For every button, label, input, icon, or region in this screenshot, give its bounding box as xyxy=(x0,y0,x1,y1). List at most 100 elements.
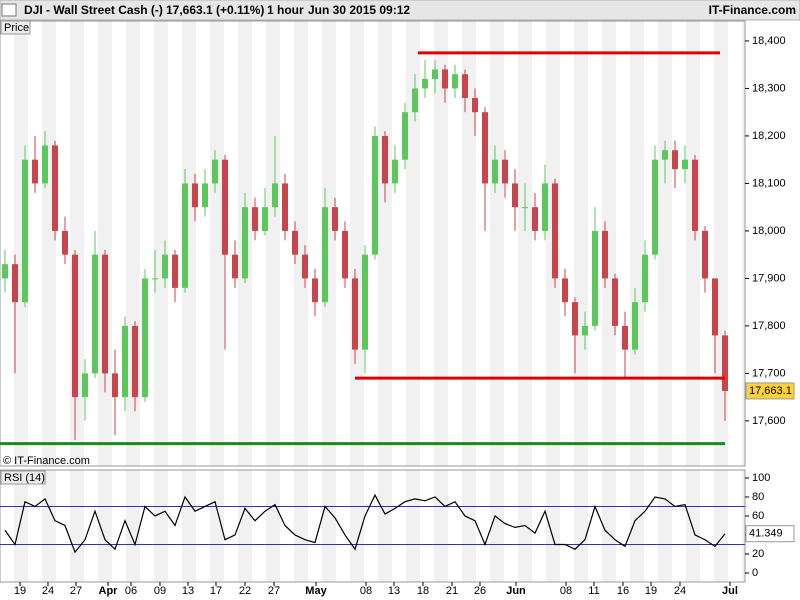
candle-body xyxy=(242,207,248,279)
candle-body xyxy=(152,278,158,280)
candle-body xyxy=(722,335,728,391)
candle-body xyxy=(712,278,718,336)
candle-body xyxy=(232,254,238,279)
candle-body xyxy=(262,207,268,231)
candle-body xyxy=(632,302,638,350)
candle-body xyxy=(2,264,8,279)
x-tick-label: 16 xyxy=(617,585,629,597)
candle-body xyxy=(642,254,648,303)
quote: 17,663.1 (+0.11%) xyxy=(166,3,264,17)
candle-body xyxy=(312,278,318,303)
candle-body xyxy=(392,159,398,184)
candle-body xyxy=(252,207,258,231)
y-tick-label: 80 xyxy=(752,491,764,503)
x-tick-label: 24 xyxy=(674,585,686,597)
candle-body xyxy=(492,159,498,184)
candle-body xyxy=(102,254,108,374)
candle-body xyxy=(602,230,608,279)
x-tick-label: 26 xyxy=(474,585,486,597)
rsi-line xyxy=(4,493,726,554)
x-tick-label: Jul xyxy=(722,585,738,597)
watermark: © IT-Finance.com xyxy=(3,455,90,467)
candle-body xyxy=(552,183,558,279)
x-tick-label: 13 xyxy=(182,585,194,597)
candle-body xyxy=(422,78,428,89)
x-tick-label: 17 xyxy=(210,585,222,597)
candle-body xyxy=(12,264,18,303)
candle-body xyxy=(352,278,358,350)
interval: 1 hour xyxy=(267,3,304,17)
candle-body xyxy=(572,302,578,336)
candle-body xyxy=(212,159,218,184)
candle-body xyxy=(62,230,68,255)
candle-body xyxy=(412,88,418,113)
last-price-label: 17,663.1 xyxy=(749,385,792,397)
y-tick-label: 0 xyxy=(752,567,758,579)
y-tick-label: 17,700 xyxy=(752,367,786,379)
x-tick-label: 19 xyxy=(14,585,26,597)
menu-icon[interactable] xyxy=(1,3,17,17)
y-tick-label: 20 xyxy=(752,548,764,560)
candle-body xyxy=(542,183,548,231)
candle-body xyxy=(42,145,48,184)
x-tick-label: Jun xyxy=(506,585,526,597)
candle-body xyxy=(182,183,188,288)
x-tick-label: 19 xyxy=(645,585,657,597)
x-tick-label: 11 xyxy=(588,585,599,597)
candle-body xyxy=(672,150,678,170)
candle-body xyxy=(362,254,368,350)
candle-body xyxy=(112,373,118,398)
candle-body xyxy=(32,159,38,184)
candle-body xyxy=(652,159,658,255)
x-tick-label: 18 xyxy=(417,585,429,597)
candle-body xyxy=(472,97,478,113)
x-tick-label: 24 xyxy=(42,585,54,597)
candle-body xyxy=(622,325,628,350)
candle-body xyxy=(292,230,298,255)
y-tick-label: 18,000 xyxy=(752,225,786,237)
candle-body xyxy=(22,159,28,303)
y-tick-label: 18,400 xyxy=(752,35,786,47)
candle-body xyxy=(692,159,698,231)
candle-body xyxy=(502,159,508,184)
candle-body xyxy=(512,183,518,208)
candle-body xyxy=(192,183,198,208)
y-tick-label: 17,900 xyxy=(752,272,786,284)
y-tick-label: 17,800 xyxy=(752,320,786,332)
candle-body xyxy=(442,69,448,89)
x-tick-label: 13 xyxy=(388,585,400,597)
candle-body xyxy=(162,254,168,279)
candle-body xyxy=(172,254,178,288)
datetime: Jun 30 2015 09:12 xyxy=(308,3,410,17)
y-tick-label: 18,200 xyxy=(752,130,786,142)
y-tick-label: 17,600 xyxy=(752,415,786,427)
candle-body xyxy=(332,207,338,231)
y-tick-label: 60 xyxy=(752,510,764,522)
panel-label-box xyxy=(0,20,31,35)
candle-body xyxy=(272,183,278,208)
candle-body xyxy=(122,325,128,398)
candle-body xyxy=(562,278,568,303)
candle-body xyxy=(142,278,148,398)
candle-body xyxy=(482,112,488,184)
candle-body xyxy=(702,230,708,279)
candle-body xyxy=(612,278,618,326)
candle-body xyxy=(402,112,408,160)
candle-body xyxy=(202,183,208,208)
candle-body xyxy=(322,207,328,303)
y-tick-label: 100 xyxy=(752,472,770,484)
candle-body xyxy=(682,159,688,170)
candle-body xyxy=(82,373,88,398)
panel-label: RSI (14) xyxy=(4,472,45,484)
last-value-box xyxy=(745,525,795,543)
y-tick-label: 18,100 xyxy=(752,177,786,189)
candle-body xyxy=(372,135,378,255)
x-tick-label: Apr xyxy=(99,585,119,597)
x-tick-label: 21 xyxy=(446,585,458,597)
x-tick-label: 08 xyxy=(360,585,372,597)
candle-body xyxy=(462,74,468,98)
candle-body xyxy=(72,254,78,398)
x-tick-label: 27 xyxy=(268,585,280,597)
candle-body xyxy=(52,145,58,231)
